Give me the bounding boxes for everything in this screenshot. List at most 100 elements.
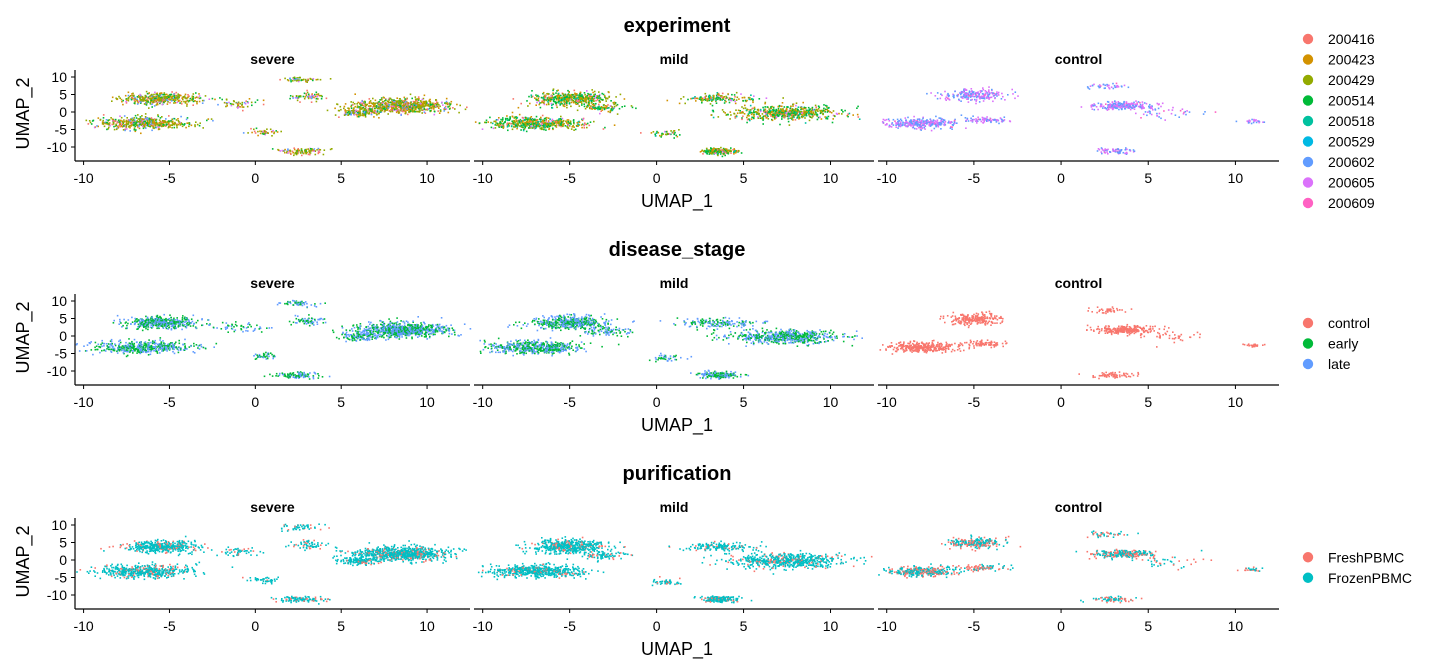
data-point xyxy=(169,126,171,128)
data-point xyxy=(711,148,714,151)
data-point xyxy=(749,109,751,111)
data-point xyxy=(419,110,421,112)
data-point xyxy=(151,97,154,99)
data-point xyxy=(169,99,171,101)
data-point xyxy=(297,80,300,83)
data-point xyxy=(1111,108,1114,111)
data-point xyxy=(576,122,579,124)
data-point xyxy=(524,126,527,129)
data-point xyxy=(445,97,448,100)
data-point xyxy=(512,98,515,100)
data-point xyxy=(790,113,792,115)
data-point xyxy=(546,98,549,101)
data-point xyxy=(99,119,102,121)
data-point xyxy=(288,150,290,153)
data-point xyxy=(152,118,155,121)
data-point xyxy=(153,127,155,130)
data-point xyxy=(125,100,127,103)
data-point xyxy=(423,94,426,97)
data-point xyxy=(579,93,581,95)
data-point xyxy=(988,97,990,99)
data-point xyxy=(173,100,176,103)
data-point xyxy=(177,120,180,122)
data-point xyxy=(808,114,810,116)
data-point xyxy=(844,109,846,112)
data-point xyxy=(727,93,729,95)
data-point xyxy=(111,123,114,126)
point-cloud xyxy=(85,76,468,157)
data-point xyxy=(125,123,128,125)
data-point xyxy=(783,111,785,113)
data-point xyxy=(534,125,537,127)
data-point xyxy=(598,99,601,102)
data-point xyxy=(922,117,924,120)
data-point xyxy=(314,153,317,156)
data-point xyxy=(156,123,159,126)
data-point xyxy=(123,124,126,126)
data-point xyxy=(1124,105,1126,108)
data-point xyxy=(920,124,923,127)
data-point xyxy=(271,135,273,137)
data-point xyxy=(228,101,230,104)
data-point xyxy=(558,118,560,120)
data-point xyxy=(915,123,918,125)
data-point xyxy=(611,109,614,112)
data-point xyxy=(730,152,732,154)
data-point xyxy=(598,103,600,106)
data-point xyxy=(1014,97,1016,100)
data-point xyxy=(108,119,111,121)
data-point xyxy=(618,107,621,110)
data-point xyxy=(936,124,938,127)
data-point xyxy=(615,96,617,98)
data-point xyxy=(560,102,563,104)
data-point xyxy=(502,118,504,121)
data-point xyxy=(148,122,150,125)
data-point xyxy=(550,96,553,99)
data-point xyxy=(130,118,132,121)
data-point xyxy=(735,109,737,111)
data-point xyxy=(811,109,814,111)
data-point xyxy=(590,106,592,109)
data-point xyxy=(375,112,377,115)
data-point xyxy=(987,93,990,96)
data-point xyxy=(388,110,391,112)
data-point xyxy=(583,99,586,102)
data-point xyxy=(700,150,703,152)
data-point xyxy=(965,127,967,129)
data-point xyxy=(600,98,603,101)
data-point xyxy=(562,94,565,97)
data-point xyxy=(147,96,150,98)
data-point xyxy=(990,92,993,94)
data-point xyxy=(993,94,995,97)
data-point xyxy=(555,102,557,104)
data-point xyxy=(171,91,173,93)
data-point xyxy=(761,117,764,119)
data-point xyxy=(165,93,167,96)
data-point xyxy=(916,121,918,123)
data-point xyxy=(379,109,382,111)
data-point xyxy=(954,118,956,121)
data-point xyxy=(579,98,581,100)
data-point xyxy=(777,107,780,110)
data-point xyxy=(547,102,550,104)
data-point xyxy=(142,98,144,101)
data-point xyxy=(133,121,136,123)
data-point xyxy=(613,103,615,106)
data-point xyxy=(117,127,120,129)
data-point xyxy=(746,116,748,119)
data-point xyxy=(770,107,773,110)
data-point xyxy=(930,119,932,122)
data-point xyxy=(567,97,570,99)
data-point xyxy=(961,95,964,98)
data-point xyxy=(520,129,522,131)
data-point xyxy=(519,125,522,128)
data-point xyxy=(429,104,432,106)
data-point xyxy=(723,96,725,98)
data-point xyxy=(417,105,420,108)
data-point xyxy=(580,96,582,98)
data-point xyxy=(372,111,375,113)
data-point xyxy=(564,93,566,96)
data-point xyxy=(917,126,920,129)
data-point xyxy=(752,114,755,116)
